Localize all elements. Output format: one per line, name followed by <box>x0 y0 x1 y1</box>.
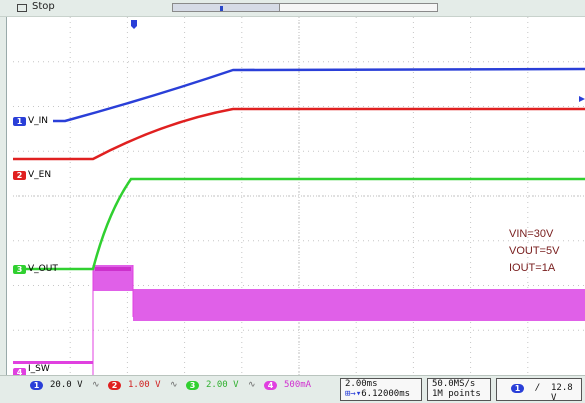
record-view-window <box>173 4 280 11</box>
ch1-marker-badge[interactable]: 1 <box>13 117 26 126</box>
ch2-scale-badge[interactable]: 2 <box>108 381 121 390</box>
test-conditions-annotation: VIN=30V VOUT=5V IOUT=1A <box>509 227 559 275</box>
trace-label-v-in: V_IN <box>28 116 49 126</box>
ch2-marker-badge[interactable]: 2 <box>13 171 26 180</box>
horizontal-delay-row: ⊞→▾6.12000ms <box>345 389 421 399</box>
trigger-level-arrow <box>579 96 585 102</box>
ch3-marker-badge[interactable]: 3 <box>13 265 26 274</box>
trigger-point-marker <box>131 20 137 29</box>
trace-v-en <box>13 107 585 161</box>
trace-label-i-sw: I_SW <box>28 364 50 374</box>
ch1-scale-badge[interactable]: 1 <box>30 381 43 390</box>
trace-v-in <box>53 67 585 123</box>
acquisition-readout[interactable]: 50.0MS/s 1M points <box>427 378 491 401</box>
record-length-bar[interactable] <box>172 3 438 12</box>
sample-rate: 50.0MS/s <box>432 379 476 389</box>
trace-label-v-en: V_EN <box>28 170 52 180</box>
waveform-graticule <box>13 17 585 375</box>
trace-label-v-out: V_OUT <box>28 264 58 274</box>
readout-bar: 1 20.0 V ∿ 2 1.00 V ∿ 3 2.00 V ∿ 4 500mA… <box>0 375 585 403</box>
ch1-scale-readout[interactable]: 20.0 V <box>50 380 83 390</box>
ch3-bw-icon: ∿ <box>248 380 256 390</box>
ch2-scale-readout[interactable]: 1.00 V <box>128 380 161 390</box>
run-stop-status: Stop <box>32 1 55 12</box>
left-scroll-strip <box>0 17 7 375</box>
trigger-position-marker <box>220 6 223 11</box>
trace-i-sw <box>13 265 585 375</box>
ch2-bw-icon: ∿ <box>170 380 178 390</box>
ch4-marker-badge[interactable]: 4 <box>13 368 26 377</box>
trigger-level: 12.8 V <box>551 383 573 403</box>
ch4-scale-badge[interactable]: 4 <box>264 381 277 390</box>
trigger-source-badge: 1 <box>511 384 524 393</box>
trigger-readout[interactable]: 1 / 12.8 V <box>496 378 582 403</box>
annotation-iout: IOUT=1A <box>509 262 556 274</box>
trace-v-out <box>13 177 585 271</box>
timebase-readout[interactable]: 2.00ms ⊞→▾6.12000ms <box>340 378 422 401</box>
annotation-vin: VIN=30V <box>509 228 554 240</box>
ch1-bw-icon: ∿ <box>92 380 100 390</box>
annotation-vout: VOUT=5V <box>509 245 560 257</box>
ch3-scale-badge[interactable]: 3 <box>186 381 199 390</box>
record-length: 1M points <box>432 389 481 399</box>
horizontal-delay: 6.12000ms <box>361 389 411 399</box>
ch3-scale-readout[interactable]: 2.00 V <box>206 380 239 390</box>
left-margin <box>7 17 13 375</box>
ch4-scale-readout[interactable]: 500mA <box>284 380 312 390</box>
trigger-slope-icon: / <box>535 383 541 393</box>
status-bar: Stop <box>0 0 585 17</box>
delay-icon: ⊞→▾ <box>345 389 362 399</box>
trigger-status-icon <box>17 4 27 12</box>
horizontal-scale: 2.00ms <box>345 379 378 389</box>
